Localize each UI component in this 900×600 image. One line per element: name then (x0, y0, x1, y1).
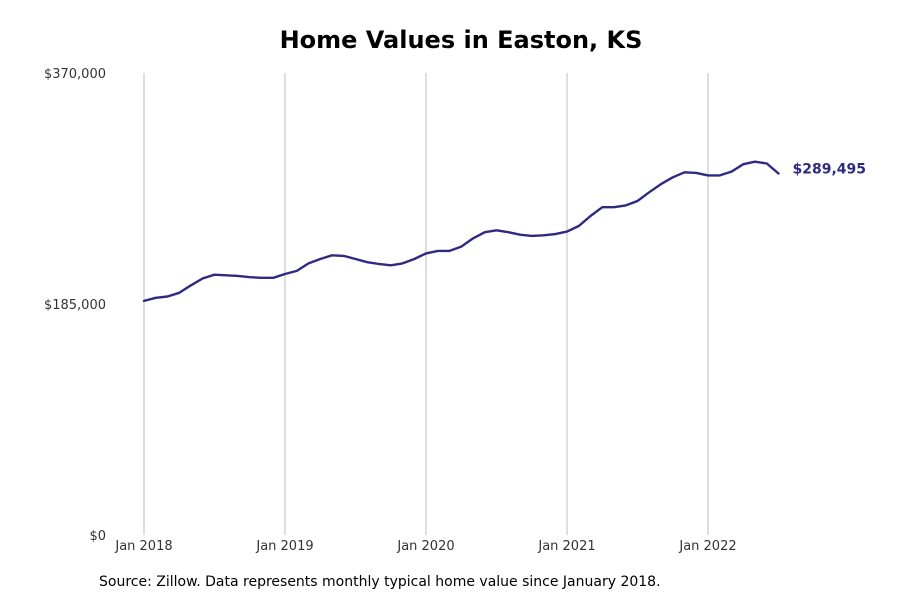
grid-lines (143, 73, 709, 535)
x-tick-label: Jan 2021 (537, 539, 595, 554)
x-tick-label: Jan 2020 (396, 539, 454, 554)
end-value-label: $289,495 (793, 162, 867, 178)
y-tick-label: $185,000 (44, 298, 106, 313)
x-tick-label: Jan 2019 (255, 539, 313, 554)
x-tick-label: Jan 2018 (114, 539, 172, 554)
series-layer (142, 160, 780, 303)
y-tick-label: $370,000 (44, 67, 106, 82)
y-tick-label: $0 (89, 529, 106, 544)
label-layer: $289,495 (793, 162, 867, 178)
source-note: Source: Zillow. Data represents monthly … (99, 574, 661, 590)
x-tick-label: Jan 2022 (678, 539, 736, 554)
y-axis-ticks: $0 $185,000 $370,000 (44, 67, 106, 544)
chart-title: Home Values in Easton, KS (279, 26, 643, 54)
x-axis-ticks: Jan 2018 Jan 2019 Jan 2020 Jan 2021 Jan 2022 (114, 539, 736, 554)
series-line (142, 160, 780, 303)
